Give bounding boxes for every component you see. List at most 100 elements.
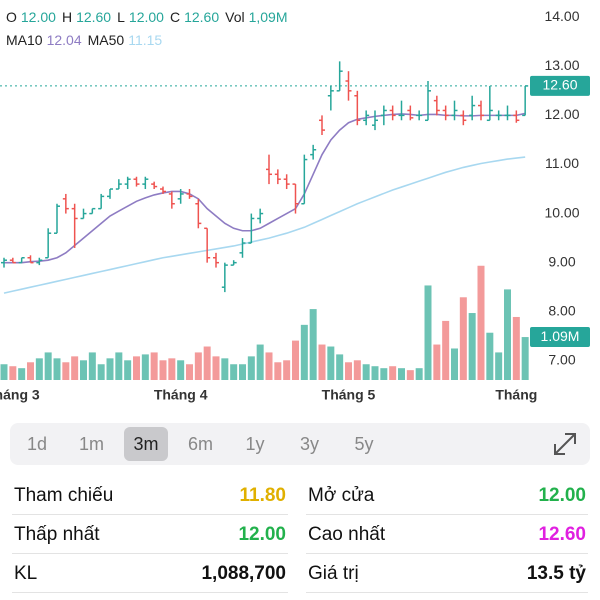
volume-bar: [415, 368, 423, 380]
volume-bar: [239, 364, 246, 380]
x-tick-label: Tháng 4: [154, 387, 208, 403]
legend-key: Vol: [225, 9, 244, 25]
stat-label: Tham chiếu: [14, 485, 114, 506]
volume-bar: [380, 368, 388, 380]
y-tick-label: 10.00: [544, 204, 579, 220]
volume-bar: [292, 340, 299, 380]
last-price-label: 12.60: [542, 77, 577, 93]
volume-bar: [504, 289, 511, 380]
legend-key: O: [6, 9, 17, 25]
stat-label: Mở cửa: [308, 485, 375, 506]
volume-bar: [318, 344, 326, 380]
stat-label: Giá trị: [308, 563, 359, 584]
volume-bar: [468, 313, 476, 380]
volume-bar: [486, 332, 494, 380]
volume-bar: [265, 352, 273, 380]
chart: Tháng 3 Tháng 4 Tháng 5 Tháng 14.00 13.00 12.0…: [0, 8, 590, 403]
stat-label: KL: [14, 563, 38, 584]
volume-bar: [327, 346, 335, 380]
stat-label: Thấp nhất: [14, 524, 100, 545]
stat-value: 12.00: [238, 524, 286, 545]
volume-bar: [0, 364, 8, 380]
stat-value: 13.5 tỷ: [526, 563, 586, 584]
volume-bar: [512, 316, 520, 380]
volume-bar: [115, 352, 123, 380]
stat-label: Cao nhất: [308, 524, 386, 545]
y-tick-label: 11.00: [545, 155, 579, 171]
stat-row: Tham chiếu 11.80: [12, 476, 288, 515]
legend-value: 11.15: [128, 32, 162, 48]
volume-bar: [424, 285, 432, 380]
volume-bar: [124, 360, 132, 380]
last-price-box: [530, 75, 590, 96]
range-tab[interactable]: 1d: [26, 434, 48, 454]
volume-bar: [106, 358, 114, 380]
stat-value: 12.00: [538, 485, 586, 506]
range-tab[interactable]: 3m: [124, 427, 168, 461]
x-tick-label: Tháng 5: [322, 387, 376, 403]
y-tick-label: 14.00: [544, 8, 579, 24]
volume-bar: [406, 370, 414, 380]
stat-value: 11.80: [239, 485, 287, 506]
volume-bar: [451, 348, 458, 380]
range-tab[interactable]: 3y: [299, 434, 319, 454]
volume-bar: [230, 364, 238, 380]
volume-bar: [27, 362, 34, 380]
volume-bar: [389, 366, 397, 380]
volume-bar: [459, 297, 467, 380]
stat-row: Giá trị 13.5 tỷ: [306, 554, 588, 593]
range-tabs: 1d 1m 3m 6m 1y 3y 5y: [10, 423, 590, 465]
volume-bar: [274, 362, 282, 380]
legend-key: MA10: [6, 32, 43, 48]
x-tick-label: Tháng: [495, 387, 537, 403]
legend-value: 12.00: [129, 9, 164, 25]
volume-bar: [133, 356, 140, 380]
volume-bar: [371, 366, 379, 380]
volume-bar: [336, 354, 344, 380]
volume-bar: [433, 344, 441, 380]
volume-bar: [521, 337, 529, 380]
volume-bar: [309, 309, 317, 380]
legend-value: 12.04: [47, 32, 82, 48]
volume-bar: [345, 362, 352, 380]
range-tab[interactable]: 6m: [187, 434, 213, 454]
ohlc-legend: O 12.00 H 12.60 L 12.00 C 12.60 Vol 1,09M: [6, 9, 288, 25]
y-tick-label: 8.00: [548, 302, 575, 318]
volume-bar: [177, 360, 185, 380]
volume-bar: [150, 352, 158, 380]
volume-bar: [283, 360, 291, 380]
legend-key: C: [170, 9, 180, 25]
volume-bar: [203, 346, 211, 380]
last-volume-box: [530, 327, 590, 348]
y-tick-label: 12.00: [544, 106, 579, 122]
volume-bar: [9, 366, 17, 380]
legend-key: MA50: [88, 32, 125, 48]
volume-bar: [159, 360, 167, 380]
volume-bar: [80, 360, 87, 380]
legend-value: 12.00: [21, 9, 56, 25]
y-tick-label: 13.00: [544, 57, 579, 73]
range-tab[interactable]: 1y: [245, 434, 265, 454]
volume-bar: [97, 364, 105, 380]
y-tick-label: 7.00: [548, 352, 575, 368]
volume-bar: [168, 358, 176, 380]
legend-value: 12.60: [184, 9, 219, 25]
last-volume-label: 1.09M: [541, 328, 580, 344]
legend-value: 1,09M: [249, 9, 288, 25]
volume-bar: [88, 352, 96, 380]
range-tab[interactable]: 1m: [78, 434, 104, 454]
expand-icon[interactable]: [552, 431, 578, 457]
legend-key: H: [62, 9, 72, 25]
ma-line: [3, 156, 526, 294]
range-tab[interactable]: 5y: [354, 434, 374, 454]
legend-key: L: [117, 9, 125, 25]
volume-bar: [477, 265, 485, 380]
volume-bar: [18, 368, 26, 380]
volume-bar: [35, 358, 43, 380]
volume-bar: [141, 354, 149, 380]
stat-row: Mở cửa 12.00: [306, 476, 588, 515]
stat-row: Thấp nhất 12.00: [12, 515, 288, 554]
volume-bar: [300, 324, 308, 380]
volume-bar: [71, 356, 79, 380]
